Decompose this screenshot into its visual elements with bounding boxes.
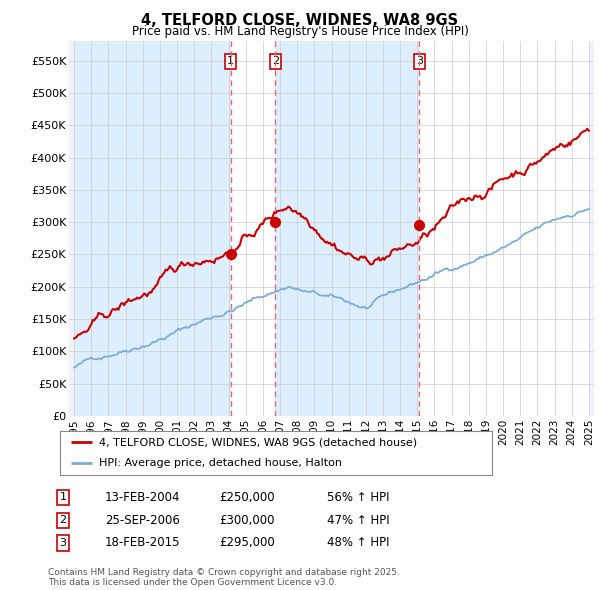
Bar	[230, 41, 275, 416]
Text: 1: 1	[227, 56, 234, 66]
Text: 4, TELFORD CLOSE, WIDNES, WA8 9GS: 4, TELFORD CLOSE, WIDNES, WA8 9GS	[142, 13, 458, 28]
Bar	[74, 41, 230, 416]
Text: 2: 2	[59, 516, 67, 525]
Text: £250,000: £250,000	[219, 491, 275, 504]
Text: HPI: Average price, detached house, Halton: HPI: Average price, detached house, Halt…	[99, 458, 342, 468]
Text: 2: 2	[272, 56, 279, 66]
Text: 25-SEP-2006: 25-SEP-2006	[105, 514, 180, 527]
Text: 1: 1	[59, 493, 67, 502]
Text: 48% ↑ HPI: 48% ↑ HPI	[327, 536, 389, 549]
Text: 56% ↑ HPI: 56% ↑ HPI	[327, 491, 389, 504]
Bar	[419, 41, 589, 416]
Text: 3: 3	[416, 56, 423, 66]
Text: Contains HM Land Registry data © Crown copyright and database right 2025.
This d: Contains HM Land Registry data © Crown c…	[48, 568, 400, 587]
Bar	[275, 41, 419, 416]
Text: 3: 3	[59, 538, 67, 548]
Text: 4, TELFORD CLOSE, WIDNES, WA8 9GS (detached house): 4, TELFORD CLOSE, WIDNES, WA8 9GS (detac…	[99, 438, 417, 448]
Text: 13-FEB-2004: 13-FEB-2004	[105, 491, 181, 504]
Text: 18-FEB-2015: 18-FEB-2015	[105, 536, 181, 549]
Text: £300,000: £300,000	[219, 514, 275, 527]
Text: £295,000: £295,000	[219, 536, 275, 549]
Text: Price paid vs. HM Land Registry's House Price Index (HPI): Price paid vs. HM Land Registry's House …	[131, 25, 469, 38]
Text: 47% ↑ HPI: 47% ↑ HPI	[327, 514, 389, 527]
